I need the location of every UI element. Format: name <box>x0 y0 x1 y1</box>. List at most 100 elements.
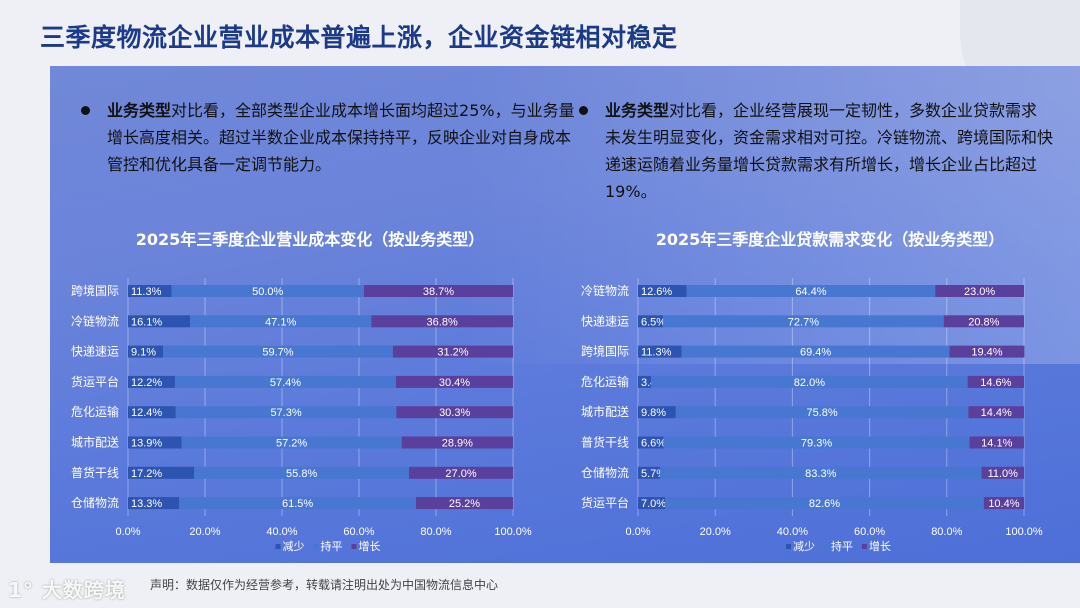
data-label: 83.3% <box>805 468 836 480</box>
footer-note: 声明：数据仅作为经营参考，转载请注明出处为中国物流信息中心 <box>150 578 499 592</box>
data-label: 14.6% <box>980 377 1011 389</box>
category-label: 仓储物流 <box>71 495 119 510</box>
bar-increase <box>969 436 1024 449</box>
legend-label: 增长 <box>359 539 381 553</box>
data-label: 6.5% <box>641 316 666 328</box>
bar-decrease <box>638 345 682 358</box>
bar-decrease <box>638 315 664 328</box>
data-label: 38.7% <box>423 286 454 298</box>
bar-decrease <box>638 497 666 510</box>
x-tick-label: 40.0% <box>266 526 297 538</box>
data-label: 57.3% <box>270 407 301 419</box>
data-label: 20.8% <box>968 316 999 328</box>
bar-flat <box>675 406 969 419</box>
data-label: 50.0% <box>252 286 283 298</box>
data-label: 47.1% <box>265 316 296 328</box>
bar-flat <box>175 406 397 419</box>
data-label: 30.3% <box>439 407 470 419</box>
data-label: 6.6% <box>641 438 666 450</box>
bar-decrease <box>638 406 676 419</box>
bullet-dot-icon <box>81 106 90 115</box>
x-tick-label: 0.0% <box>115 526 140 538</box>
category-label: 城市配送 <box>581 404 629 419</box>
chart-title-left: 2025年三季度企业营业成本变化（按业务类型） <box>135 230 485 249</box>
data-label: 5.7% <box>641 468 666 480</box>
x-tick-label: 100.0% <box>494 526 532 538</box>
bar-flat <box>179 497 416 510</box>
bar-decrease <box>128 436 182 449</box>
bar-decrease <box>638 375 652 388</box>
bullet-bold: 业务类型 <box>605 101 670 120</box>
bar-increase <box>935 285 1024 297</box>
data-label: 11.3% <box>131 286 162 298</box>
data-label: 82.6% <box>809 498 840 510</box>
data-label: 11.0% <box>988 468 1019 480</box>
bar-increase <box>409 466 513 479</box>
data-label: 9.8% <box>641 407 666 419</box>
bar-increase <box>415 497 513 510</box>
bar-flat <box>174 375 396 388</box>
category-label: 快递速运 <box>581 314 629 328</box>
legend-label: 减少 <box>283 540 305 553</box>
data-label: 13.3% <box>131 498 162 510</box>
category-label: 普货干线 <box>71 465 119 480</box>
data-label: 79.3% <box>801 438 832 450</box>
bar-increase <box>364 285 513 297</box>
bar-increase <box>371 315 513 328</box>
bar-decrease <box>128 497 180 510</box>
legend-swatch-flat <box>313 544 319 549</box>
bar-flat <box>681 345 950 358</box>
data-label: 12.6% <box>641 286 672 298</box>
data-label: 64.4% <box>795 286 826 298</box>
bar-increase <box>396 406 513 419</box>
x-tick-label: 40.0% <box>777 526 808 538</box>
bar-decrease <box>638 436 664 449</box>
bullet-text: 对比看，全部类型企业成本增长面均超过25%，与业务量增长高度相关。超过半数企业成… <box>107 101 575 174</box>
category-label: 冷链物流 <box>581 283 629 298</box>
x-tick-label: 20.0% <box>700 526 731 538</box>
bar-increase <box>395 375 513 388</box>
category-label: 快递速运 <box>71 345 119 359</box>
content-panel <box>50 66 1080 563</box>
data-label: 12.2% <box>131 377 162 389</box>
bar-flat <box>189 315 372 328</box>
bar-flat <box>651 375 968 388</box>
legend-swatch-flat <box>824 544 829 549</box>
data-label: 82.0% <box>794 377 825 389</box>
data-label: 7.0% <box>641 498 666 510</box>
bullet-right: 业务类型对比看，企业经营展现一定韧性，多数企业贷款需求未发生明显变化，资金需求相… <box>579 97 1053 205</box>
bar-decrease <box>128 345 164 358</box>
data-label: 69.4% <box>800 347 831 359</box>
category-label: 跨境国际 <box>71 283 119 298</box>
bar-increase <box>943 315 1024 328</box>
x-tick-label: 60.0% <box>343 526 374 538</box>
bar-increase <box>967 375 1024 388</box>
data-label: 11.3% <box>641 347 672 359</box>
category-label: 货运平台 <box>581 495 629 510</box>
data-label: 59.7% <box>262 347 293 359</box>
data-label: 16.1% <box>131 316 162 328</box>
bar-flat <box>663 315 944 328</box>
data-label: 28.9% <box>442 438 473 450</box>
category-label: 货运平台 <box>71 374 119 389</box>
bar-decrease <box>128 285 172 297</box>
data-label: 17.2% <box>131 468 162 480</box>
x-tick-label: 80.0% <box>931 526 962 538</box>
x-tick-label: 60.0% <box>854 526 885 538</box>
bar-increase <box>968 406 1024 419</box>
data-label: 14.1% <box>981 438 1012 450</box>
bar-increase <box>949 345 1025 358</box>
data-label: 13.9% <box>131 438 162 450</box>
x-tick-label: 0.0% <box>625 526 650 538</box>
data-label: 57.2% <box>276 438 307 450</box>
chart-title-right: 2025年三季度企业贷款需求变化（按业务类型） <box>655 230 1005 249</box>
data-label: 9.1% <box>131 347 156 359</box>
data-label: 57.4% <box>270 377 301 389</box>
bar-flat <box>663 436 970 449</box>
category-label: 跨境国际 <box>581 344 629 359</box>
legend-label: 增长 <box>869 539 891 553</box>
bar-increase <box>981 466 1024 479</box>
data-label: 10.4% <box>988 498 1019 510</box>
bar-flat <box>163 345 393 358</box>
